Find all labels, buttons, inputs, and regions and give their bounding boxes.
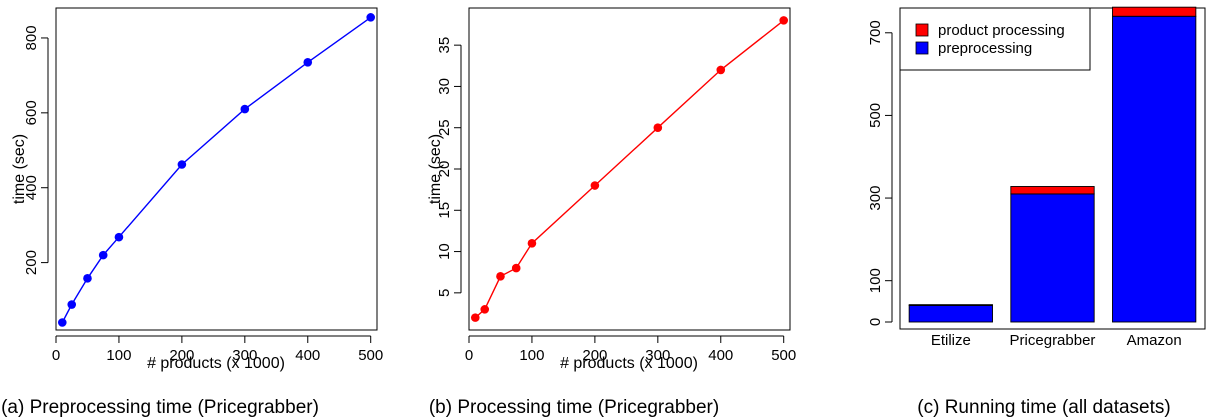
c-x-category-label: Etilize xyxy=(931,332,971,349)
c-y-tick-label: 500 xyxy=(867,103,884,128)
b-data-point xyxy=(480,305,490,314)
c-y-tick-label: 0 xyxy=(867,318,884,326)
a-y-tick-label: 800 xyxy=(23,25,40,50)
panel-c-caption: (c) Running time (all datasets) xyxy=(917,397,1170,418)
a-x-tick-label: 200 xyxy=(169,347,194,364)
b-x-tick-label: 200 xyxy=(582,347,607,364)
b-data-point xyxy=(779,16,789,25)
b-data-point xyxy=(653,123,663,133)
panel-c-axes: 0 100 300 500 700 xyxy=(867,20,893,326)
a-data-point xyxy=(240,104,250,114)
panel-a-points xyxy=(57,13,376,327)
panel-c-legend: product processing preprocessing xyxy=(899,7,1091,71)
b-y-tick-label: 20 xyxy=(436,161,453,178)
a-data-point xyxy=(57,318,67,327)
panel-b-caption: (b) Processing time (Pricegrabber) xyxy=(429,397,719,418)
panel-a-series-line xyxy=(61,16,372,323)
b-y-tick-label: 10 xyxy=(436,243,453,260)
bar-pricegrabber-product-processing xyxy=(1010,186,1095,195)
bar-pricegrabber-preprocessing xyxy=(1010,193,1095,323)
legend-box xyxy=(899,7,1091,71)
b-y-tick-label: 30 xyxy=(436,78,453,95)
a-x-tick-label: 300 xyxy=(232,347,257,364)
b-data-point xyxy=(716,65,726,75)
a-x-tick-label: 0 xyxy=(52,347,60,364)
b-y-tick-label: 5 xyxy=(436,289,453,297)
bar-etilize-preprocessing xyxy=(908,305,993,323)
c-y-tick-label: 700 xyxy=(867,20,884,45)
a-x-tick-label: 500 xyxy=(358,347,383,364)
b-x-tick-label: 300 xyxy=(645,347,670,364)
panel-b-points xyxy=(470,16,789,322)
b-data-point xyxy=(511,263,521,273)
bar-amazon-product-processing xyxy=(1112,6,1197,17)
c-y-tick-label: 100 xyxy=(867,268,884,293)
a-data-point xyxy=(67,300,77,309)
b-data-point xyxy=(496,272,505,281)
a-y-tick-label: 600 xyxy=(23,100,40,125)
b-y-tick-label: 15 xyxy=(436,202,453,219)
a-data-point xyxy=(303,57,313,67)
panel-b-processing-time: 0 100 200 300 400 500 5 10 15 20 25 30 35 # products… xyxy=(427,7,796,418)
a-data-point xyxy=(366,13,376,22)
b-y-tick-label: 25 xyxy=(436,119,453,136)
b-data-point xyxy=(527,239,537,248)
panel-b-series-line xyxy=(474,19,785,319)
panel-b-xlabel: # products (x 1000) xyxy=(560,355,698,372)
c-x-category-label: Amazon xyxy=(1127,332,1182,349)
legend-swatch-preprocessing xyxy=(915,41,929,55)
a-data-point xyxy=(83,274,92,283)
b-data-point xyxy=(470,313,480,322)
a-y-tick-label: 400 xyxy=(23,175,40,200)
a-y-tick-label: 200 xyxy=(23,250,40,275)
bar-etilize-product-processing xyxy=(908,304,993,306)
panel-a-caption: (a) Preprocessing time (Pricegrabber) xyxy=(1,397,319,418)
b-x-tick-label: 500 xyxy=(771,347,796,364)
b-x-tick-label: 100 xyxy=(519,347,544,364)
legend-label-preprocessing: preprocessing xyxy=(938,40,1032,57)
panel-b-axes: 0 100 200 300 400 500 5 10 15 20 25 30 35 xyxy=(436,37,796,364)
a-data-point xyxy=(98,250,108,260)
a-x-tick-label: 400 xyxy=(295,347,320,364)
panel-a-axes: 0 100 200 300 400 500 200 400 600 800 xyxy=(23,25,383,364)
legend-label-product-processing: product processing xyxy=(938,22,1065,39)
panel-a-plot-frame xyxy=(55,7,378,331)
panel-a-xlabel: # products (x 1000) xyxy=(147,355,285,372)
a-x-tick-label: 100 xyxy=(106,347,131,364)
panel-a-preprocessing-time: 0 100 200 300 400 500 200 400 600 800 # products … xyxy=(1,7,383,418)
panel-c-bars: Etilize Pricegrabber Amazon xyxy=(908,6,1197,349)
c-x-category-label: Pricegrabber xyxy=(1010,332,1096,349)
c-y-tick-label: 300 xyxy=(867,186,884,211)
b-x-tick-label: 400 xyxy=(708,347,733,364)
b-y-tick-label: 35 xyxy=(436,37,453,54)
a-data-point xyxy=(177,160,187,169)
panel-b-ylabel: time (sec) xyxy=(427,134,444,204)
bar-amazon-preprocessing xyxy=(1112,15,1197,323)
b-data-point xyxy=(590,181,600,190)
panel-a-ylabel: time (sec) xyxy=(11,134,28,204)
panel-b-plot-frame xyxy=(468,7,791,331)
b-x-tick-label: 0 xyxy=(465,347,473,364)
legend-swatch-product-processing xyxy=(915,23,929,37)
a-data-point xyxy=(114,232,124,242)
